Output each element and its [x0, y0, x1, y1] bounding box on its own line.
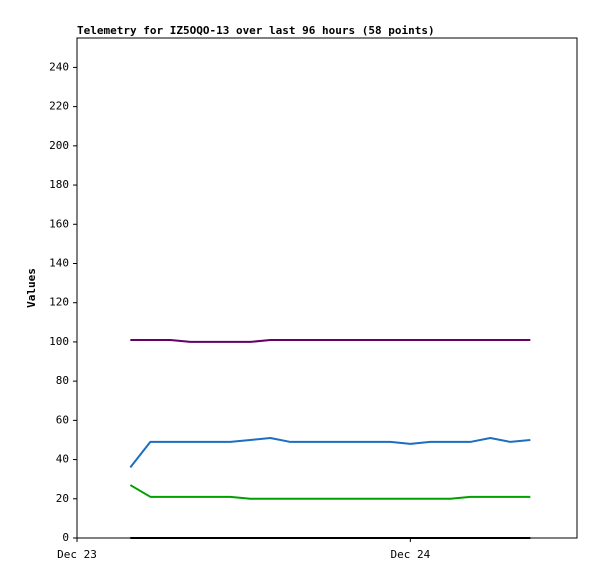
y-tick-label: 80	[56, 374, 69, 387]
y-tick-label: 120	[49, 296, 69, 309]
series-line	[130, 338, 531, 343]
y-tick-label: 220	[49, 100, 69, 113]
x-tick-label: Dec 23	[57, 548, 97, 561]
y-tick-label: 160	[49, 217, 69, 230]
y-tick-label: 0	[62, 531, 69, 544]
y-tick-label: 60	[56, 413, 69, 426]
y-tick-label: 40	[56, 453, 69, 466]
y-tick-label: 180	[49, 178, 69, 191]
x-tick-label: Dec 24	[390, 548, 430, 561]
chart-title: Telemetry for IZ5OQO-13 over last 96 hou…	[77, 24, 435, 37]
plot-frame	[76, 37, 578, 539]
y-axis-label: Values	[25, 268, 38, 308]
series-line	[129, 437, 531, 469]
series-line	[129, 484, 531, 500]
y-tick-label: 200	[49, 139, 69, 152]
y-tick-label: 100	[49, 335, 69, 348]
y-tick-label: 140	[49, 256, 69, 269]
y-tick-label: 20	[56, 492, 69, 505]
y-tick-label: 240	[49, 60, 69, 73]
